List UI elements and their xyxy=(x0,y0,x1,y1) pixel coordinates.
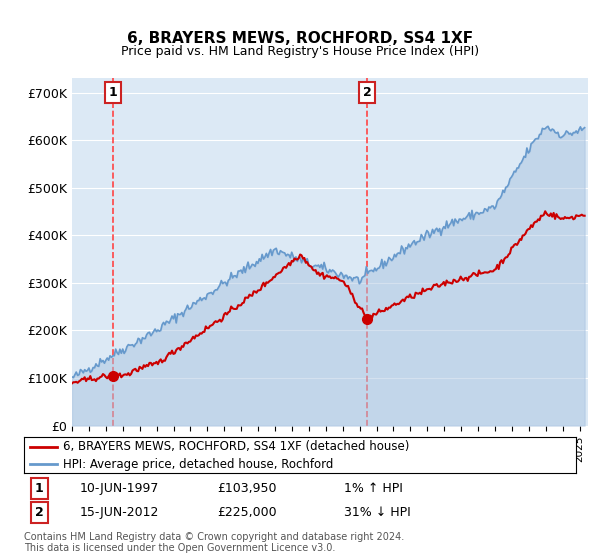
Text: 6, BRAYERS MEWS, ROCHFORD, SS4 1XF: 6, BRAYERS MEWS, ROCHFORD, SS4 1XF xyxy=(127,31,473,46)
Text: 15-JUN-2012: 15-JUN-2012 xyxy=(79,506,158,519)
Text: £103,950: £103,950 xyxy=(217,482,277,495)
Text: 31% ↓ HPI: 31% ↓ HPI xyxy=(344,506,411,519)
Text: Price paid vs. HM Land Registry's House Price Index (HPI): Price paid vs. HM Land Registry's House … xyxy=(121,45,479,58)
Text: £225,000: £225,000 xyxy=(217,506,277,519)
Text: 2: 2 xyxy=(362,86,371,99)
Text: 10-JUN-1997: 10-JUN-1997 xyxy=(79,482,158,495)
Text: 6, BRAYERS MEWS, ROCHFORD, SS4 1XF (detached house): 6, BRAYERS MEWS, ROCHFORD, SS4 1XF (deta… xyxy=(62,441,409,454)
Text: 1% ↑ HPI: 1% ↑ HPI xyxy=(344,482,403,495)
Text: 2: 2 xyxy=(35,506,44,519)
Text: HPI: Average price, detached house, Rochford: HPI: Average price, detached house, Roch… xyxy=(62,458,333,470)
Text: 1: 1 xyxy=(35,482,44,495)
Text: 1: 1 xyxy=(109,86,118,99)
Text: Contains HM Land Registry data © Crown copyright and database right 2024.
This d: Contains HM Land Registry data © Crown c… xyxy=(24,531,404,553)
